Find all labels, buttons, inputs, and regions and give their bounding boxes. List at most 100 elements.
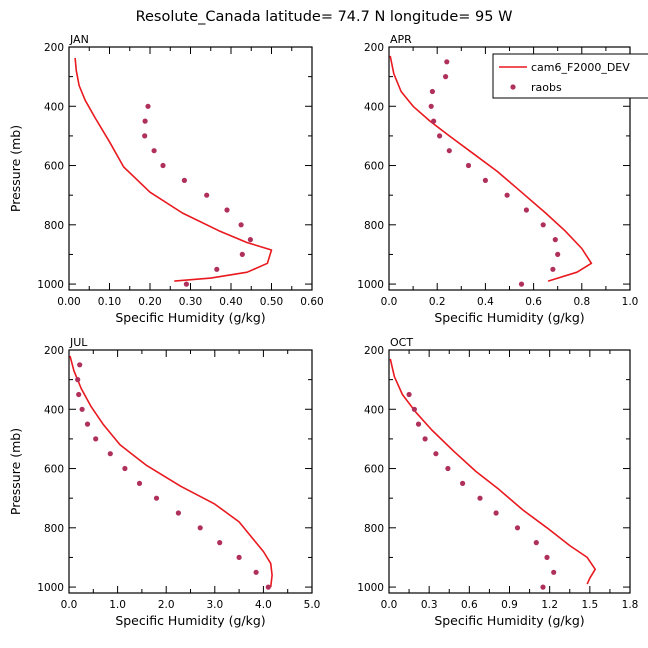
raob-point bbox=[93, 436, 99, 442]
y-tick-label: 400 bbox=[364, 101, 384, 113]
x-tick-label: 3.0 bbox=[206, 599, 223, 611]
plot-frame bbox=[388, 349, 631, 594]
y-axis-label: Pressure (mb) bbox=[8, 125, 23, 212]
raob-point bbox=[482, 177, 488, 183]
raob-point bbox=[136, 480, 143, 486]
y-tick-label: 200 bbox=[364, 345, 384, 357]
x-axis-label: Specific Humidity (g/kg) bbox=[434, 613, 584, 628]
raob-point bbox=[183, 281, 189, 287]
raob-point bbox=[444, 59, 450, 65]
series-group bbox=[389, 358, 596, 590]
series-group bbox=[69, 355, 273, 590]
raob-point bbox=[446, 148, 452, 154]
figure-title: Resolute_Canada latitude= 74.7 N longitu… bbox=[136, 9, 513, 25]
y-tick-label: 600 bbox=[44, 161, 64, 173]
x-axis-label: Specific Humidity (g/kg) bbox=[115, 613, 265, 628]
raob-point bbox=[540, 222, 546, 228]
x-tick-label: 5.0 bbox=[304, 599, 321, 611]
series-group bbox=[74, 57, 273, 287]
y-tick-label: 600 bbox=[364, 464, 384, 476]
x-tick-label: 0.9 bbox=[501, 599, 518, 611]
raob-point bbox=[142, 133, 148, 139]
y-tick-label: 1000 bbox=[37, 279, 64, 291]
x-tick-label: 0.3 bbox=[421, 599, 438, 611]
raob-point bbox=[236, 554, 242, 561]
y-tick-label: 200 bbox=[44, 345, 64, 357]
x-tick-label: 1.0 bbox=[109, 599, 126, 611]
x-axis-label: Specific Humidity (g/kg) bbox=[115, 310, 265, 325]
raob-point bbox=[443, 74, 449, 80]
x-tick-label: 0.6 bbox=[461, 599, 478, 611]
x-tick-label: 0.30 bbox=[179, 296, 202, 308]
raob-point bbox=[217, 540, 223, 546]
model-profile-line bbox=[389, 55, 593, 282]
y-tick-label: 800 bbox=[44, 523, 64, 535]
raob-point bbox=[523, 207, 530, 213]
legend-label: cam6_F2000_DEV bbox=[531, 61, 630, 74]
raob-point bbox=[76, 391, 82, 398]
panel-jan: JAN 0.00 0.10 0.20 0.30 0.40 0.50 0.60 200 400 600… bbox=[8, 33, 324, 325]
raob-point bbox=[465, 162, 472, 169]
x-tick-label: 0.60 bbox=[300, 296, 323, 308]
raob-point bbox=[460, 480, 466, 486]
raob-point bbox=[429, 88, 435, 95]
panel-label: OCT bbox=[390, 336, 413, 349]
legend-box bbox=[492, 53, 648, 99]
series-group bbox=[389, 55, 593, 287]
raob-point bbox=[175, 510, 181, 516]
raob-point bbox=[160, 162, 166, 169]
y-tick-label: 800 bbox=[364, 220, 384, 232]
raob-point bbox=[75, 377, 81, 383]
raob-point bbox=[77, 362, 83, 368]
raob-point bbox=[411, 406, 417, 412]
x-tick-label: 0.50 bbox=[260, 296, 283, 308]
raob-point bbox=[406, 391, 412, 398]
raob-point bbox=[477, 495, 483, 501]
raob-point bbox=[422, 436, 428, 442]
panel-label: JAN bbox=[69, 33, 89, 46]
raob-point bbox=[540, 584, 546, 590]
raob-point bbox=[84, 421, 91, 427]
y-tick-label: 1000 bbox=[357, 582, 384, 594]
raob-point bbox=[504, 192, 510, 198]
raob-point bbox=[253, 569, 259, 575]
raob-point bbox=[555, 251, 561, 257]
y-tick-label: 800 bbox=[44, 220, 64, 232]
raob-point bbox=[247, 237, 253, 243]
raob-point bbox=[533, 540, 539, 546]
raob-point bbox=[79, 406, 85, 412]
x-tick-label: 0.10 bbox=[98, 296, 121, 308]
model-profile-line bbox=[69, 355, 273, 588]
y-tick-label: 200 bbox=[44, 42, 64, 54]
y-tick-label: 800 bbox=[364, 523, 384, 535]
y-tick-label: 400 bbox=[44, 101, 64, 113]
y-tick-label: 1000 bbox=[357, 279, 384, 291]
raob-point bbox=[238, 222, 244, 228]
panel-apr: APR 0.0 0.2 0.4 0.6 0.8 1.0 200 400 600 800 1000 Spe… bbox=[357, 33, 648, 325]
y-tick-label: 200 bbox=[364, 42, 384, 54]
x-tick-label: 1.5 bbox=[581, 599, 598, 611]
x-tick-label: 0.40 bbox=[219, 296, 242, 308]
raob-point bbox=[214, 266, 220, 272]
raob-point bbox=[431, 118, 437, 124]
raob-point bbox=[493, 510, 499, 516]
raob-point bbox=[415, 421, 422, 427]
x-tick-label: 1.2 bbox=[541, 599, 558, 611]
panel-oct: OCT 0.0 0.3 0.6 0.9 1.2 1.5 1.8 200 400 600 800 1000… bbox=[357, 336, 638, 628]
raob-point bbox=[151, 148, 157, 154]
x-tick-label: 1.8 bbox=[622, 599, 639, 611]
raob-point bbox=[433, 451, 439, 457]
panel-label: APR bbox=[390, 33, 412, 46]
legend-label: raobs bbox=[531, 81, 562, 94]
raob-point bbox=[518, 281, 525, 287]
raob-point bbox=[204, 192, 210, 198]
raob-point bbox=[437, 133, 443, 139]
plot-frame bbox=[68, 349, 313, 594]
x-tick-label: 0.00 bbox=[57, 296, 80, 308]
x-axis-label: Specific Humidity (g/kg) bbox=[434, 310, 584, 325]
raob-point bbox=[197, 525, 203, 531]
raob-point bbox=[445, 465, 451, 472]
plot-frame bbox=[68, 46, 313, 291]
